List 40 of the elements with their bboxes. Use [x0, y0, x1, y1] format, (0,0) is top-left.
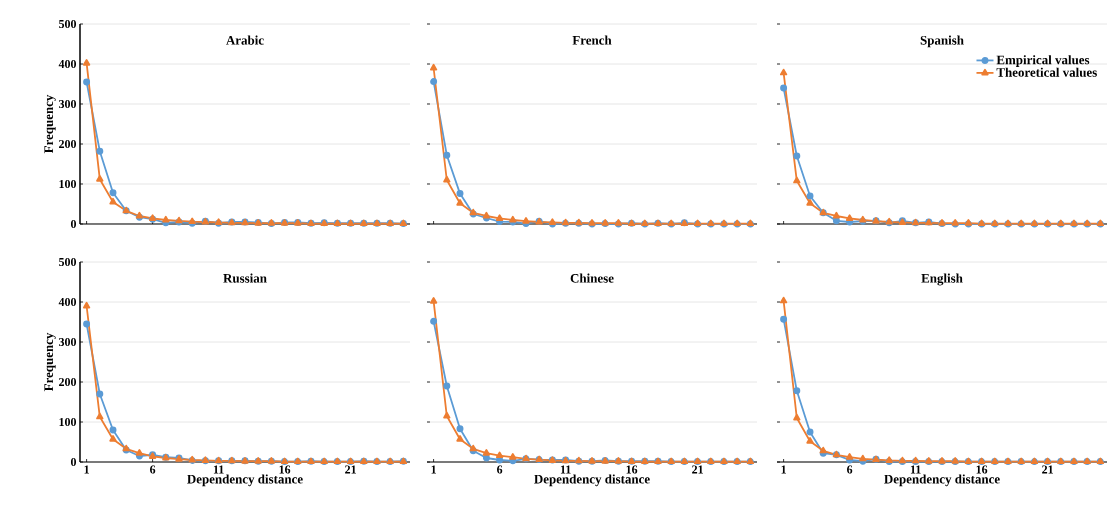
x-tick-label: 6: [497, 465, 503, 474]
y-tick-label: 100: [59, 179, 77, 189]
text: French: [572, 35, 612, 45]
y-tick-label: 500: [59, 257, 77, 267]
text: Spanish: [920, 35, 964, 48]
x-tick-label: 21: [692, 465, 703, 474]
y-tick-label: 100: [59, 417, 77, 427]
text: Russian: [223, 273, 267, 283]
x-tick-label: 21: [1042, 465, 1053, 474]
legend-label: Theoretical values: [996, 67, 1097, 77]
legend-label: Empirical values: [996, 55, 1090, 67]
x-tick-label: 21: [345, 465, 356, 474]
y-axis-title: Frequency: [44, 94, 56, 154]
x-tick-label: 16: [976, 465, 988, 474]
x-axis-title: Dependency distance: [534, 474, 650, 487]
y-tick-label: 400: [58, 59, 77, 69]
y-tick-label: 500: [59, 19, 77, 29]
x-tick-label: 11: [910, 465, 921, 474]
text: Arabic: [226, 35, 264, 45]
x-tick-label: 16: [279, 465, 291, 474]
x-tick-label: 1: [431, 465, 436, 474]
x-axis-title: Dependency distance: [884, 474, 1000, 487]
y-axis-title: Frequency: [44, 332, 56, 392]
x-tick-label: 1: [781, 465, 786, 474]
x-tick-label: 1: [84, 465, 89, 474]
y-tick-label: 300: [59, 337, 77, 347]
y-tick-label: 300: [59, 99, 77, 109]
y-tick-label: 400: [58, 297, 77, 307]
x-tick-label: 16: [626, 465, 638, 474]
x-tick-label: 6: [847, 465, 853, 474]
y-tick-label: 200: [59, 377, 77, 387]
x-tick-label: 11: [213, 465, 224, 474]
x-tick-label: 11: [560, 465, 571, 474]
text: Chinese: [570, 273, 614, 283]
y-tick-label: 0: [70, 457, 77, 467]
x-tick-label: 6: [150, 465, 156, 474]
y-tick-label: 0: [70, 219, 77, 229]
x-axis-title: Dependency distance: [187, 474, 303, 487]
y-tick-label: 200: [59, 139, 77, 149]
text: English: [921, 273, 963, 286]
